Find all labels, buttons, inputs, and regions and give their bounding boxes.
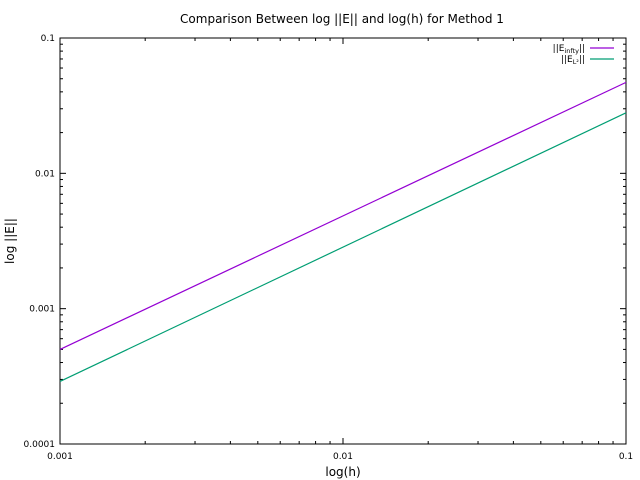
legend: ||Einfty||||EL²|| (553, 44, 614, 66)
series-line-2 (59, 112, 627, 382)
series-line-1 (59, 81, 627, 350)
x-tick-label: 0.01 (333, 452, 353, 462)
series-lines (59, 81, 627, 382)
y-tick-label: 0.01 (35, 169, 55, 179)
y-tick-label: 0.1 (41, 34, 55, 44)
legend-label-1: ||Einfty|| (553, 44, 585, 55)
y-tick-label: 0.001 (29, 305, 55, 315)
x-tick-label: 0.1 (619, 452, 633, 462)
chart-title: Comparison Between log ||E|| and log(h) … (180, 12, 504, 26)
ticks: 0.001 0.01 0.1 0.0001 0.001 0.01 0.1 (24, 34, 634, 462)
x-tick-label: 0.001 (47, 452, 73, 462)
y-tick-label: 0.0001 (24, 440, 56, 450)
plot-frame (59, 37, 627, 445)
x-axis-label: log(h) (325, 465, 360, 479)
legend-label-2: ||EL²|| (561, 55, 585, 66)
y-axis-label: log ||E|| (3, 218, 17, 264)
